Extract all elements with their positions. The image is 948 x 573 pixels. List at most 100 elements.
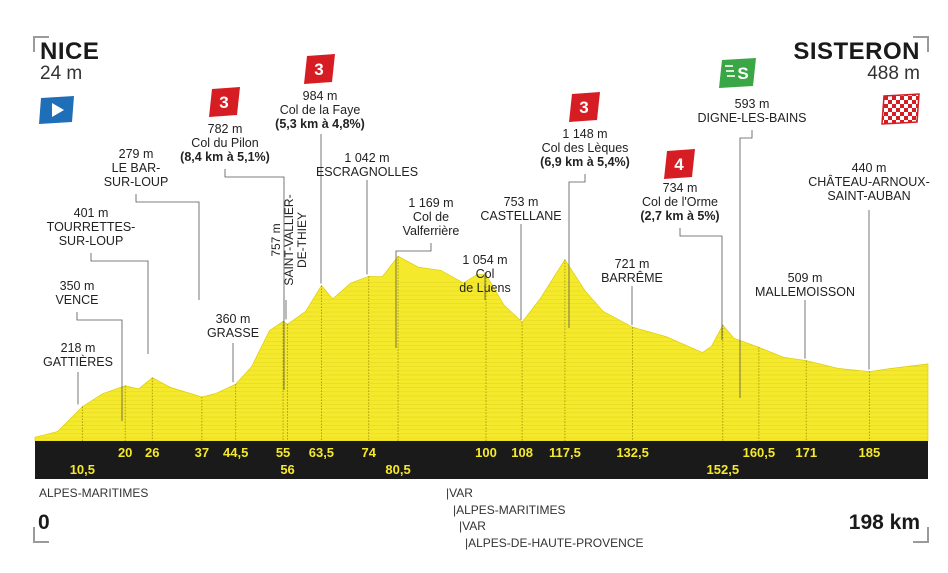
profile-area <box>34 255 929 442</box>
frame-corner-top-left <box>33 36 49 52</box>
badge-number: 3 <box>314 60 323 79</box>
km-label: 160,5 <box>743 445 776 460</box>
annotation-line: DIGNE-LES-BAINS <box>697 111 806 125</box>
annotation-line: (2,7 km à 5%) <box>640 209 719 223</box>
annotation-line: 757 m <box>269 223 283 256</box>
annotation-line: 753 m <box>504 195 539 209</box>
finish-altitude: 488 m <box>867 63 920 84</box>
annotation-leader <box>568 174 586 328</box>
km-label: 100 <box>475 445 497 460</box>
finish-flag-icon <box>881 93 920 125</box>
annotation-group: 279 mLE BAR-SUR-LOUP <box>104 147 200 300</box>
annotation-line: 721 m <box>615 257 650 271</box>
annotation-line: 360 m <box>216 312 251 326</box>
annotation-line: Col de <box>413 210 449 224</box>
annotation-line: 984 m <box>303 89 338 103</box>
annotation-line: 1 042 m <box>344 151 389 165</box>
annotation-line: VENCE <box>55 293 98 307</box>
start-altitude: 24 m <box>40 63 83 84</box>
km-label: 171 <box>795 445 817 460</box>
annotation-line: 782 m <box>208 122 243 136</box>
annotation-line: SUR-LOUP <box>104 175 169 189</box>
badge-shape <box>569 92 600 122</box>
annotation-line: SAINT-VALLIER- <box>282 194 296 285</box>
annotation-line: SUR-LOUP <box>59 234 124 248</box>
department-label: |VAR <box>446 486 473 500</box>
km-label: 152,5 <box>707 462 740 477</box>
annotation-line: Valferrière <box>403 224 460 238</box>
frame-corner-bottom-right <box>913 527 929 543</box>
annotation-line: 1 054 m <box>462 253 507 267</box>
annotation-line: 593 m <box>735 97 770 111</box>
km-label: 74 <box>362 445 377 460</box>
km-label: 117,5 <box>549 445 581 460</box>
frame-corner-bottom-left <box>33 527 49 543</box>
department-label: |ALPES-MARITIMES <box>453 503 566 517</box>
annotation-line: ESCRAGNOLLES <box>316 165 418 179</box>
km-label: 55 <box>276 445 290 460</box>
climb-category-badge: 3 <box>569 92 600 122</box>
annotation-line: 1 169 m <box>408 196 453 210</box>
climb-category-badge: 4 <box>664 149 695 179</box>
annotation-line: MALLEMOISSON <box>755 285 855 299</box>
annotation-line: (6,9 km à 5,4%) <box>540 155 630 169</box>
annotation-line: 734 m <box>663 181 698 195</box>
annotation-line: CHÂTEAU-ARNOUX- <box>808 174 930 189</box>
annotation-line: 350 m <box>60 279 95 293</box>
start-flag-icon <box>39 96 74 124</box>
start-distance: 0 <box>38 511 50 534</box>
annotation-line: CASTELLANE <box>480 209 561 223</box>
annotation-line: GATTIÈRES <box>43 354 113 369</box>
km-label: 26 <box>145 445 159 460</box>
annotation-line: 279 m <box>119 147 154 161</box>
climb-category-badge: 3 <box>304 54 335 84</box>
annotation-line: Col de la Faye <box>280 103 361 117</box>
badge-shape <box>664 149 695 179</box>
department-label: |ALPES-DE-HAUTE-PROVENCE <box>465 536 644 550</box>
annotation-line: 1 148 m <box>562 127 607 141</box>
km-band <box>35 441 928 479</box>
annotation-line: SAINT-AUBAN <box>827 189 910 203</box>
km-label: 37 <box>195 445 209 460</box>
finish-city: SISTERON <box>793 38 920 65</box>
annotation-line: GRASSE <box>207 326 259 340</box>
badge-shape <box>304 54 335 84</box>
badge-number: 3 <box>219 93 228 112</box>
km-label: 56 <box>280 462 294 477</box>
annotation-line: 440 m <box>852 161 887 175</box>
frame-corner-top-right <box>913 36 929 52</box>
km-label: 80,5 <box>385 462 410 477</box>
annotation-line: Col des Lèques <box>542 141 629 155</box>
badge-number: 4 <box>674 155 684 174</box>
annotation-line: (5,3 km à 4,8%) <box>275 117 365 131</box>
annotation-line: BARRÊME <box>601 270 663 285</box>
finish-distance: 198 km <box>848 511 920 534</box>
annotation-line: 401 m <box>74 206 109 220</box>
annotation-leader <box>224 169 285 390</box>
annotation-vertical: 757 m SAINT-VALLIER- DE-THIEY <box>269 194 309 285</box>
annotation-line: DE-THIEY <box>295 212 309 268</box>
annotation-leader <box>395 243 432 348</box>
start-city: NICE <box>40 38 100 65</box>
department-label: |VAR <box>459 519 486 533</box>
km-label: 44,5 <box>223 445 248 460</box>
annotation-line: 218 m <box>61 341 96 355</box>
km-label: 63,5 <box>309 445 334 460</box>
km-label: 185 <box>859 445 881 460</box>
annotation-leader <box>90 253 149 354</box>
